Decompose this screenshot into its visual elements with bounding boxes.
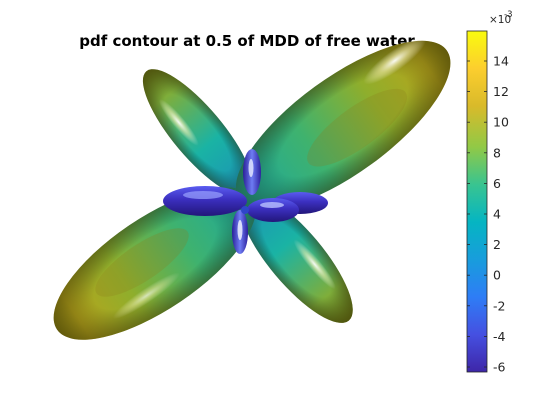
colorbar-tick-label: -4 bbox=[493, 329, 506, 344]
colorbar-tick-label: 8 bbox=[493, 145, 501, 160]
lobe-lower-right bbox=[239, 192, 353, 323]
pdf-surface bbox=[53, 36, 451, 340]
colorbar-tick-label: -6 bbox=[493, 360, 506, 375]
colorbar-exponent-base: ×10 bbox=[489, 14, 511, 26]
lobe-center bbox=[241, 206, 249, 214]
lobe-blue-horizontal-right bbox=[247, 192, 328, 222]
lobe-blue-vertical-bottom bbox=[232, 210, 248, 254]
lobe-lower-left bbox=[53, 187, 256, 340]
colorbar: 14 12 10 8 6 4 2 0 -2 -4 -6 ×10 -3 bbox=[466, 10, 512, 375]
colorbar-tick-label: 0 bbox=[493, 268, 501, 283]
colorbar-exponent-power: -3 bbox=[504, 10, 512, 20]
colorbar-ticks: 14 12 10 8 6 4 2 0 -2 -4 -6 bbox=[467, 54, 509, 375]
lobe-upper-left bbox=[142, 69, 253, 196]
colorbar-tick-label: 10 bbox=[493, 115, 509, 130]
lobe-blue-vertical-top bbox=[243, 149, 261, 195]
colorbar-tick-label: -2 bbox=[493, 298, 505, 313]
colorbar-tick-label: 14 bbox=[493, 54, 509, 69]
colorbar-tick-label: 12 bbox=[493, 84, 509, 99]
colorbar-gradient bbox=[466, 30, 488, 373]
colorbar-tick-label: 2 bbox=[493, 237, 501, 252]
lobe-blue-horizontal-left bbox=[163, 186, 247, 216]
lobe-upper-right bbox=[235, 36, 451, 211]
colorbar-tick-label: 6 bbox=[493, 176, 501, 191]
colorbar-tick-label: 4 bbox=[493, 207, 501, 222]
plot-title: pdf contour at 0.5 of MDD of free water bbox=[79, 32, 415, 50]
colorbar-exponent: ×10 -3 bbox=[489, 10, 512, 26]
